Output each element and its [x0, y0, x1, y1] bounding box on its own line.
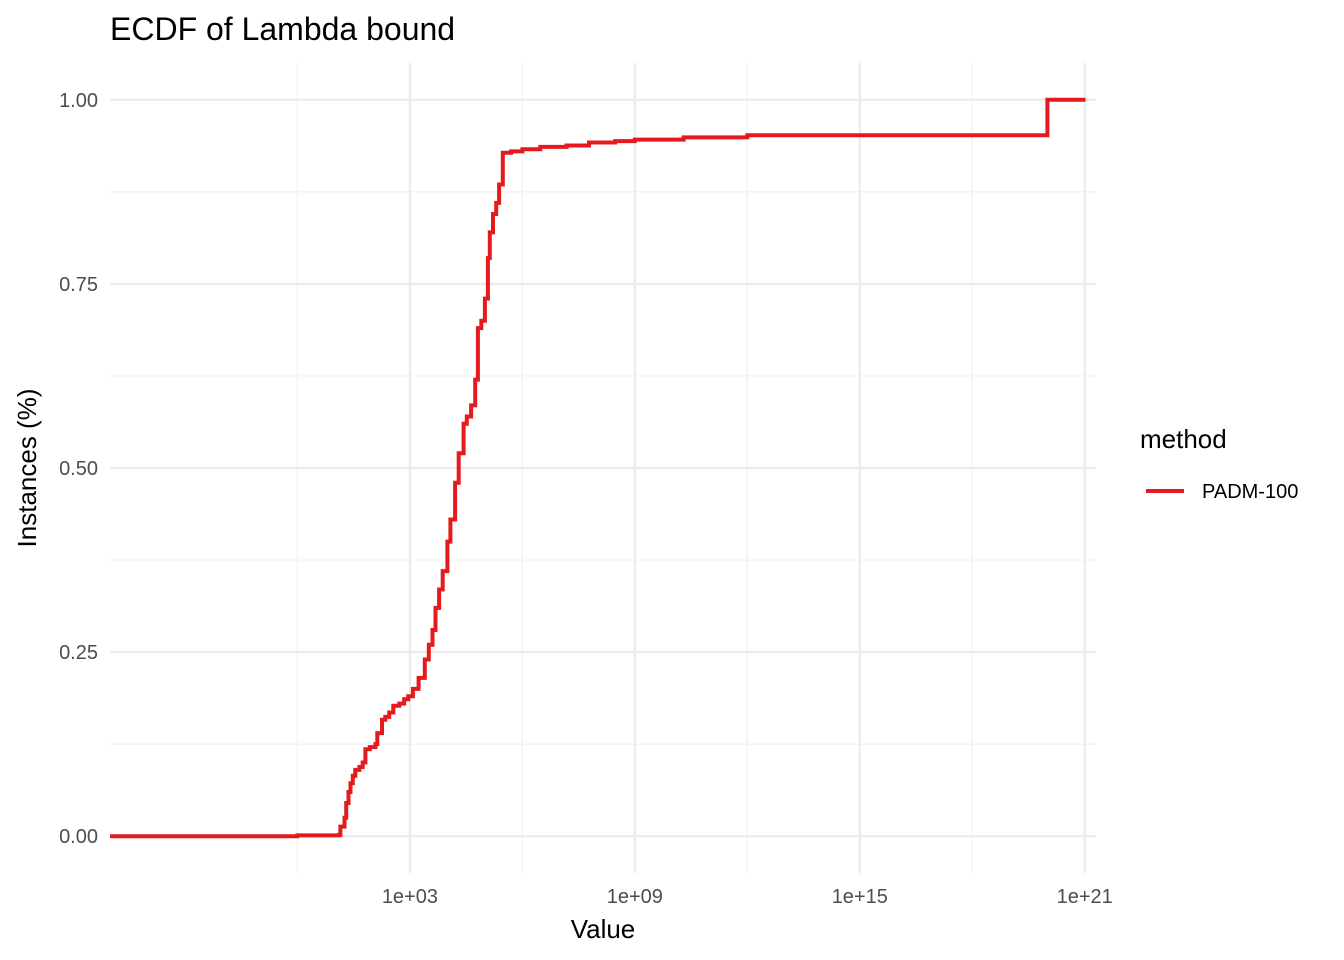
x-axis-title: Value: [571, 914, 636, 944]
x-tick-label-0: 1e+03: [382, 886, 438, 908]
chart-title: ECDF of Lambda bound: [110, 11, 455, 47]
y-tick-label-2: 0.50: [59, 458, 98, 480]
x-tick-label-2: 1e+15: [832, 886, 888, 908]
x-tick-label-1: 1e+09: [607, 886, 663, 908]
y-tick-label-1: 0.25: [59, 642, 98, 664]
legend-title: method: [1140, 424, 1227, 454]
y-tick-label-0: 0.00: [59, 826, 98, 848]
y-axis-title: Instances (%): [12, 389, 42, 548]
y-tick-label-4: 1.00: [59, 90, 98, 112]
series-layer: [110, 97, 1086, 839]
series-line-0: [110, 97, 1086, 839]
major-gridlines: [110, 63, 1096, 873]
x-tick-label-3: 1e+21: [1057, 886, 1113, 908]
x-axis-tick-labels: 1e+03 1e+09 1e+15 1e+21: [382, 886, 1113, 908]
y-tick-label-3: 0.75: [59, 274, 98, 296]
legend: method PADM-100: [1140, 424, 1298, 503]
legend-label-padm-100: PADM-100: [1202, 481, 1298, 503]
y-axis-tick-labels: 0.00 0.25 0.50 0.75 1.00: [59, 90, 98, 848]
